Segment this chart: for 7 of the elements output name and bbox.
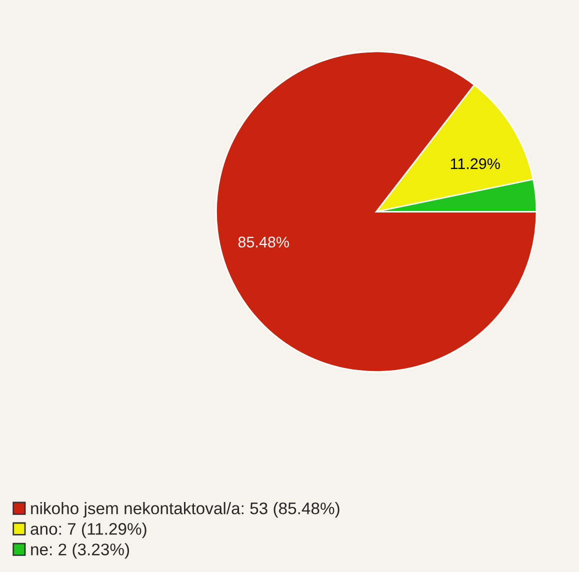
pie-slice: [376, 84, 534, 212]
legend-label: ne: 2 (3.23%): [31, 543, 130, 559]
data-label: 85.48%: [238, 236, 289, 248]
legend-label: ano: 7 (11.29%): [30, 522, 146, 538]
legend-label: nikoho jsem nekontaktoval/a: 53 (85.48%): [31, 502, 340, 518]
pie-slice: [216, 50, 538, 372]
data-label: 11.29%: [450, 158, 500, 170]
